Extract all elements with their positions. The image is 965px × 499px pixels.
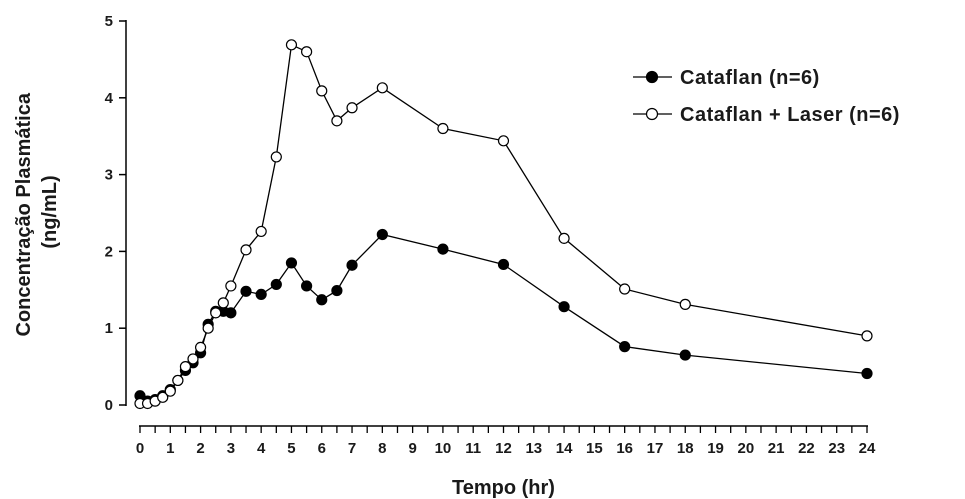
data-point-cataflan-laser [301, 46, 313, 58]
x-tick-label: 18 [677, 440, 694, 457]
y-tick-label: 2 [105, 243, 113, 260]
data-point-cataflan [619, 341, 631, 353]
y-tick-label: 1 [105, 320, 113, 337]
y-tick-label: 4 [105, 90, 114, 107]
x-tick-label: 3 [227, 440, 235, 457]
data-point-cataflan-laser [285, 39, 298, 51]
data-point-cataflan [240, 285, 252, 297]
data-point-cataflan-laser [255, 225, 267, 238]
legend-label-cataflan: Cataflan (n=6) [680, 67, 820, 89]
data-point-cataflan-laser [202, 322, 214, 334]
data-point-cataflan [558, 301, 570, 313]
data-point-cataflan-laser [270, 151, 282, 163]
x-tick-label: 1 [166, 440, 174, 457]
x-tick-label: 15 [586, 440, 603, 457]
x-tick-label: 21 [768, 440, 785, 457]
data-point-cataflan-laser [240, 244, 252, 256]
legend: Cataflan (n=6) Cataflan + Laser (n=6) [633, 67, 900, 126]
data-point-cataflan-laser [679, 298, 691, 310]
y-axis-title-line-2: (ng/mL) [39, 175, 61, 248]
data-point-cataflan-laser [210, 307, 222, 319]
y-ticks: 0 1 2 3 4 5 [105, 13, 126, 414]
data-point-cataflan-laser [316, 85, 328, 97]
legend-marker-filled-circle-icon [645, 70, 659, 84]
data-point-cataflan [316, 294, 328, 306]
x-tick-label: 13 [525, 440, 542, 457]
x-tick-label: 20 [737, 440, 754, 457]
x-tick-label: 8 [378, 440, 386, 457]
data-point-cataflan [225, 307, 237, 319]
x-axis-title: Tempo (hr) [452, 477, 555, 499]
x-tick-label: 24 [859, 440, 876, 457]
x-ticks: 0 1 2 3 4 5 6 7 8 9 10 11 12 13 14 15 16 17 18 19 20 21 22 23 24 [136, 426, 876, 457]
x-tick-label: 5 [287, 440, 295, 457]
data-point-cataflan [331, 284, 343, 297]
legend-label-cataflan-laser: Cataflan + Laser (n=6) [680, 104, 900, 126]
data-point-cataflan-laser [497, 135, 510, 147]
data-point-cataflan [346, 259, 358, 271]
series-line-cataflan-laser [140, 43, 868, 405]
data-point-cataflan-laser [194, 341, 207, 353]
x-tick-label: 9 [408, 440, 416, 457]
data-point-cataflan-laser [172, 374, 184, 387]
data-point-cataflan-laser [179, 361, 192, 373]
x-tick-label: 12 [495, 440, 512, 457]
data-point-cataflan-laser [225, 280, 237, 292]
data-point-cataflan [270, 278, 282, 291]
data-point-cataflan-laser [217, 297, 229, 309]
data-point-cataflan [285, 257, 298, 269]
data-point-cataflan-laser [157, 391, 169, 403]
data-point-cataflan-laser [619, 283, 631, 295]
data-point-cataflan-laser [861, 330, 873, 342]
legend-item-cataflan: Cataflan (n=6) [633, 67, 820, 89]
x-tick-label: 7 [348, 440, 356, 457]
data-point-cataflan-laser [346, 102, 358, 114]
x-tick-label: 16 [616, 440, 633, 457]
x-tick-label: 10 [435, 440, 452, 457]
x-tick-label: 6 [318, 440, 326, 457]
y-tick-label: 0 [105, 397, 113, 414]
data-point-cataflan-laser [187, 353, 199, 365]
data-point-cataflan-laser [331, 115, 343, 127]
legend-marker-open-circle-icon [645, 107, 659, 121]
series-layer [134, 39, 873, 410]
y-axis-title: Concentração Plasmática (ng/mL) [13, 88, 61, 337]
x-tick-label: 22 [798, 440, 815, 457]
data-point-cataflan-laser [376, 82, 388, 94]
x-tick-label: 2 [196, 440, 204, 457]
data-point-cataflan [861, 367, 873, 380]
x-tick-label: 4 [257, 440, 266, 457]
data-point-cataflan [255, 288, 267, 301]
x-tick-label: 23 [828, 440, 845, 457]
data-point-cataflan [679, 349, 691, 361]
x-tick-label: 14 [556, 440, 573, 457]
data-point-cataflan [376, 228, 388, 241]
data-point-cataflan [497, 258, 510, 271]
x-tick-label: 11 [465, 440, 481, 457]
data-point-cataflan-laser [437, 122, 449, 135]
data-point-cataflan [437, 243, 449, 255]
x-tick-label: 19 [707, 440, 724, 457]
data-point-cataflan-laser [164, 385, 176, 397]
data-point-cataflan [301, 280, 313, 292]
series-cataflan-laser [134, 39, 873, 410]
x-tick-label: 17 [647, 440, 664, 457]
legend-item-cataflan-laser: Cataflan + Laser (n=6) [633, 104, 900, 126]
x-tick-label: 0 [136, 440, 144, 457]
y-axis-title-line-1: Concentração Plasmática [13, 92, 35, 336]
data-point-cataflan-laser [558, 232, 570, 244]
y-tick-label: 3 [105, 167, 113, 184]
y-tick-label: 5 [105, 13, 113, 30]
